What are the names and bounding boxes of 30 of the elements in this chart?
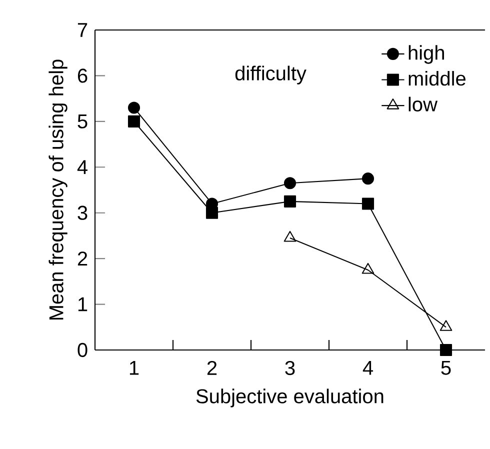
- x-tick-label: 5: [441, 360, 451, 375]
- x-tick-label: 3: [285, 360, 295, 376]
- y-tick-label: 5: [78, 114, 88, 128]
- y-tick-label: 3: [78, 206, 88, 220]
- legend-label: low: [408, 96, 438, 112]
- point: [128, 102, 140, 114]
- y-tick-label: 0: [78, 342, 88, 358]
- legend-title: difficulty: [235, 66, 306, 84]
- point: [440, 320, 452, 331]
- legend-label: middle: [408, 70, 466, 86]
- y-tick-label: 1: [78, 297, 88, 312]
- point: [284, 230, 296, 242]
- y-tick-label: 4: [77, 160, 88, 174]
- point: [362, 172, 374, 185]
- x-tick-label: 4: [362, 360, 373, 375]
- point: [440, 344, 452, 356]
- x-tick-label: 2: [207, 360, 217, 375]
- point: [284, 195, 296, 208]
- y-axis-title: Mean frequency of using help: [48, 60, 68, 320]
- y-tick-label: 7: [78, 23, 88, 37]
- y-tick-label: 6: [78, 68, 88, 83]
- point: [128, 115, 140, 128]
- y-tick-label: 2: [78, 252, 88, 266]
- point: [362, 262, 374, 274]
- legend-label: high: [408, 45, 444, 64]
- point: [206, 206, 218, 219]
- x-axis-title: Subjective evaluation: [196, 388, 384, 408]
- point: [284, 177, 296, 190]
- x-tick-label: 1: [130, 360, 139, 375]
- point: [362, 198, 374, 210]
